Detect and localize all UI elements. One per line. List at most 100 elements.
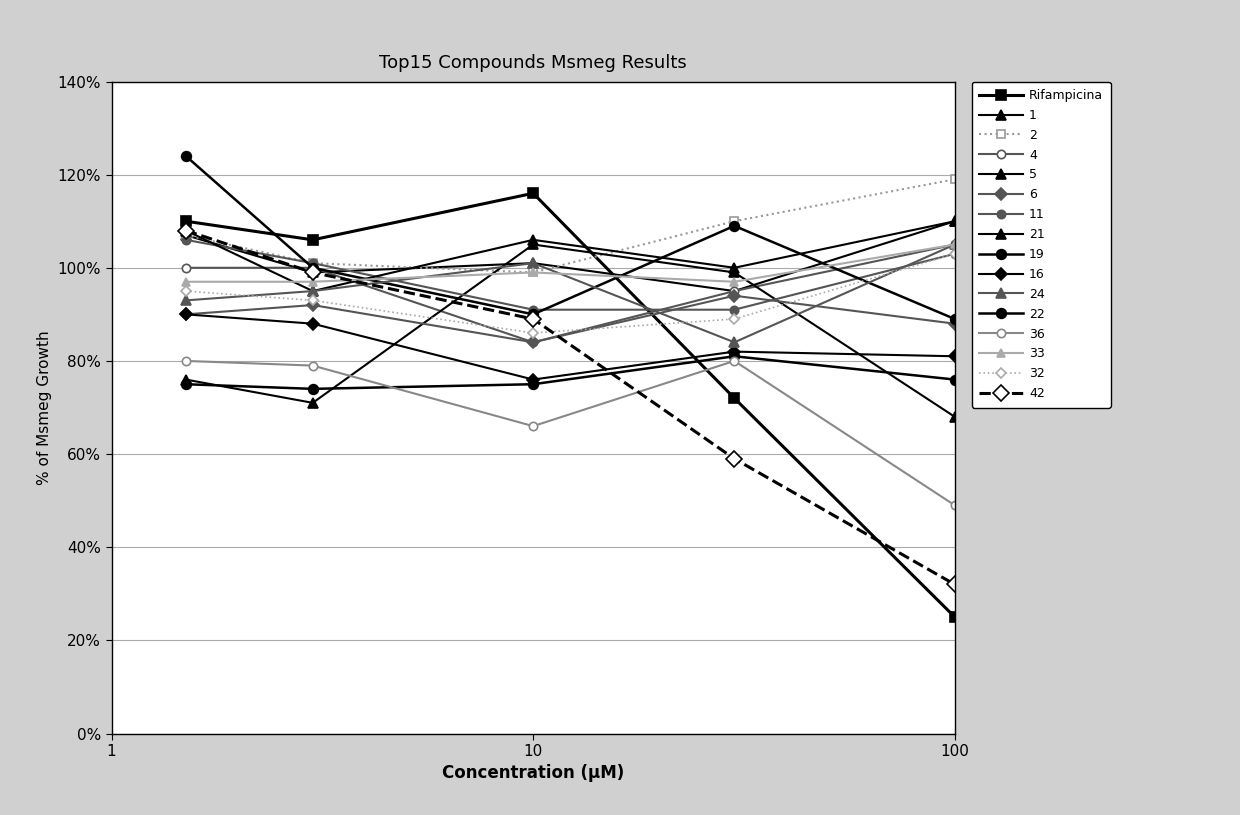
X-axis label: Concentration (μM): Concentration (μM) [443,764,624,782]
21 [179,226,193,236]
Line: 36: 36 [182,357,959,509]
1 [526,258,541,268]
6 [727,291,742,301]
32 [947,249,962,258]
Line: 11: 11 [182,236,959,314]
Line: 22: 22 [181,351,960,394]
Rifampicina [947,612,962,622]
36 [305,361,320,371]
42 [526,314,541,324]
33 [305,277,320,287]
4 [526,337,541,347]
16 [526,375,541,385]
19 [305,263,320,273]
Line: 6: 6 [182,292,959,346]
Line: 4: 4 [182,240,959,346]
1 [305,267,320,277]
32 [526,328,541,338]
42 [305,267,320,277]
Line: 2: 2 [182,175,959,276]
4 [179,263,193,273]
2 [947,174,962,184]
22 [727,351,742,361]
19 [179,151,193,161]
1 [947,216,962,226]
16 [947,351,962,361]
6 [526,337,541,347]
2 [727,216,742,226]
32 [179,286,193,296]
33 [947,240,962,249]
Line: 5: 5 [181,240,960,421]
6 [305,300,320,310]
Line: 1: 1 [181,216,960,296]
33 [727,277,742,287]
19 [526,310,541,319]
19 [727,221,742,231]
5 [526,240,541,249]
36 [727,356,742,366]
Rifampicina [526,188,541,198]
1 [727,286,742,296]
6 [179,310,193,319]
Rifampicina [179,216,193,226]
11 [526,305,541,315]
22 [179,379,193,389]
Line: 21: 21 [181,216,960,296]
16 [305,319,320,328]
Legend: Rifampicina, 1, 2, 4, 5, 6, 11, 21, 19, 16, 24, 22, 36, 33, 32, 42: Rifampicina, 1, 2, 4, 5, 6, 11, 21, 19, … [972,82,1111,408]
Line: 33: 33 [182,240,959,286]
2 [179,231,193,240]
5 [179,375,193,385]
11 [179,235,193,244]
16 [179,310,193,319]
42 [727,454,742,464]
Line: Rifampicina: Rifampicina [181,188,960,622]
33 [179,277,193,287]
22 [526,379,541,389]
6 [947,319,962,328]
5 [305,398,320,408]
21 [727,263,742,273]
Line: 42: 42 [180,225,960,590]
32 [727,314,742,324]
22 [947,375,962,385]
Rifampicina [727,394,742,403]
42 [179,226,193,236]
36 [947,500,962,510]
24 [305,286,320,296]
5 [947,412,962,421]
Line: 32: 32 [182,250,959,337]
16 [727,346,742,356]
36 [526,421,541,431]
Line: 24: 24 [181,240,960,347]
42 [947,579,962,589]
21 [947,216,962,226]
4 [305,263,320,273]
24 [526,258,541,268]
22 [305,384,320,394]
11 [305,258,320,268]
24 [727,337,742,347]
24 [179,296,193,306]
4 [727,286,742,296]
Title: Top15 Compounds Msmeg Results: Top15 Compounds Msmeg Results [379,54,687,72]
Line: 16: 16 [182,311,959,384]
1 [179,231,193,240]
33 [526,267,541,277]
2 [305,258,320,268]
Line: 19: 19 [181,151,960,324]
19 [947,314,962,324]
21 [305,286,320,296]
21 [526,235,541,244]
5 [727,267,742,277]
Y-axis label: % of Msmeg Growth: % of Msmeg Growth [37,330,52,485]
11 [727,305,742,315]
36 [179,356,193,366]
32 [305,296,320,306]
24 [947,240,962,249]
11 [947,249,962,258]
4 [947,240,962,249]
Rifampicina [305,235,320,244]
2 [526,267,541,277]
